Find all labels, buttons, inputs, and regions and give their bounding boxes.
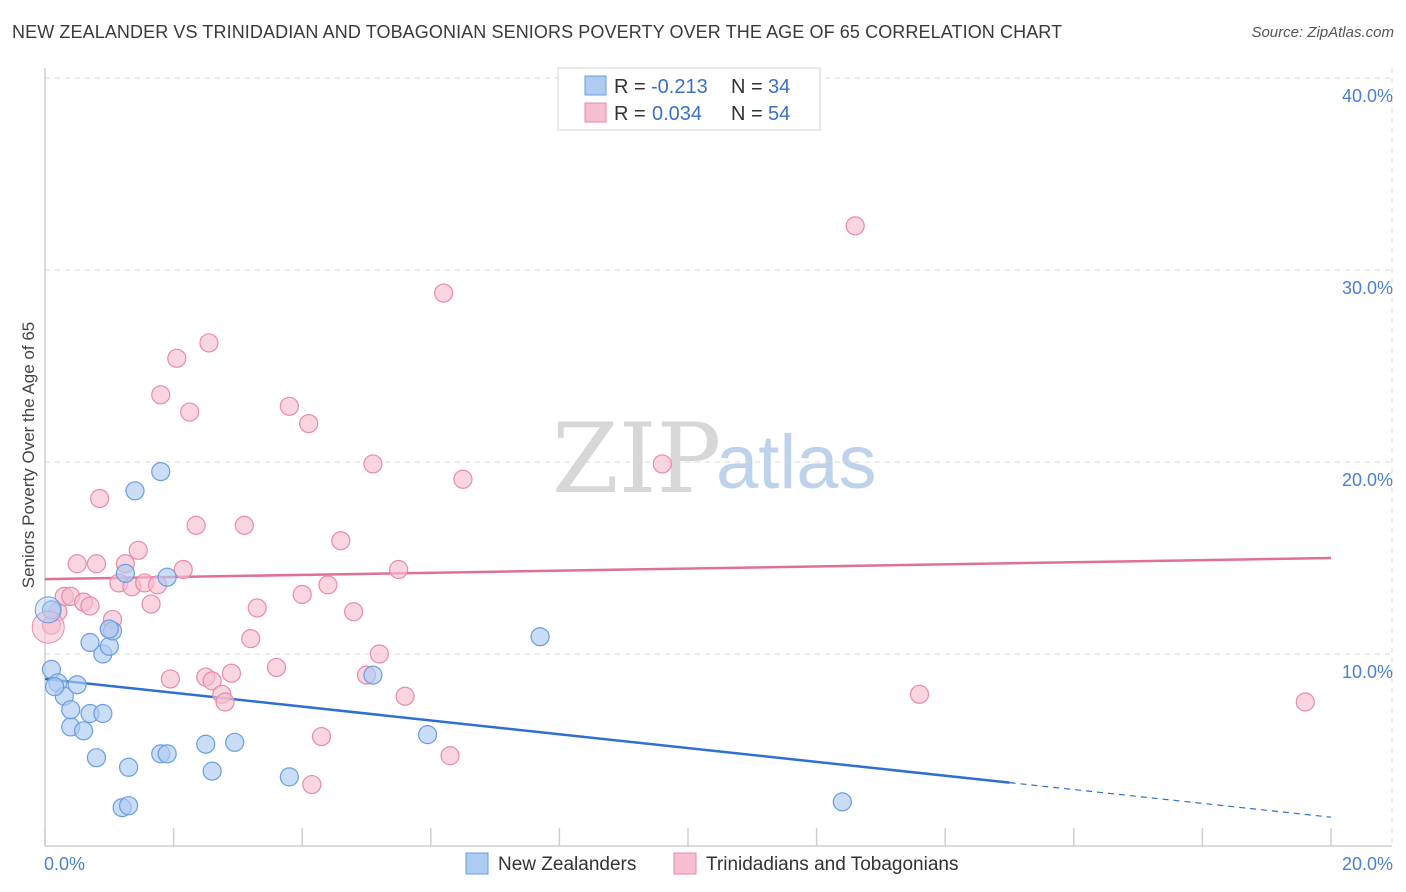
point-new-zealanders	[99, 619, 119, 639]
series-legend-swatch-blue	[465, 852, 489, 875]
point-trinidadians	[389, 559, 409, 580]
point-trinidadians	[128, 540, 148, 560]
point-trinidadians	[160, 669, 180, 689]
point-trinidadians	[311, 726, 332, 747]
point-trinidadians	[652, 454, 672, 474]
point-trinidadians	[173, 559, 193, 580]
point-new-zealanders	[118, 757, 139, 777]
legend-n-label-pink: N =	[731, 103, 763, 125]
legend-n-label-blue: N =	[731, 76, 763, 98]
point-trinidadians	[331, 531, 351, 551]
point-trinidadians	[141, 594, 161, 614]
point-new-zealanders	[61, 700, 81, 720]
point-trinidadians	[151, 385, 171, 405]
point-trinidadians	[279, 396, 299, 416]
point-new-zealanders	[279, 767, 299, 787]
watermark-zip: ZIP	[552, 403, 721, 515]
point-trinidadians	[266, 657, 287, 678]
point-trinidadians	[186, 515, 206, 535]
point-new-zealanders-cluster	[34, 596, 62, 624]
y-tick-label: 20.0%	[1342, 470, 1393, 490]
point-trinidadians	[90, 488, 110, 509]
point-trinidadians	[909, 684, 930, 704]
point-trinidadians	[369, 644, 389, 664]
point-new-zealanders	[157, 567, 177, 587]
point-trinidadians	[453, 469, 473, 489]
correlation-legend: R = -0.213 N = 34 R = 0.034 N = 54	[557, 67, 821, 131]
y-axis-label: Seniors Poverty Over the Age of 65	[19, 322, 38, 588]
trend-line-trinidadians	[44, 556, 1332, 581]
axes	[44, 68, 1392, 847]
point-new-zealanders	[80, 632, 100, 653]
tick-labels: 10.0% 20.0% 30.0% 40.0% 0.0% 20.0%	[44, 86, 1393, 874]
point-trinidadians	[1295, 692, 1315, 712]
point-trinidadians	[202, 671, 222, 691]
point-trinidadians	[344, 602, 364, 622]
point-trinidadians	[67, 554, 87, 574]
legend-swatch-blue	[584, 75, 607, 96]
point-trinidadians	[234, 515, 254, 535]
point-new-zealanders	[202, 761, 222, 781]
point-trinidadians	[241, 629, 261, 649]
point-new-zealanders	[115, 563, 135, 583]
series-legend-swatch-pink	[673, 852, 697, 875]
point-trinidadians	[440, 746, 460, 766]
x-tick-label: 0.0%	[44, 854, 85, 874]
point-trinidadians	[318, 575, 338, 595]
point-trinidadians	[292, 584, 312, 605]
series-legend: New Zealanders Trinidadians and Tobagoni…	[465, 852, 958, 875]
trend-line-new-zealanders-extension	[1009, 782, 1332, 818]
legend-r-value-blue: -0.213	[651, 76, 708, 98]
point-trinidadians	[247, 598, 267, 618]
point-new-zealanders	[73, 721, 94, 741]
series-legend-label-blue: New Zealanders	[498, 854, 636, 875]
y-tick-label: 10.0%	[1342, 662, 1393, 682]
series-legend-label-pink: Trinidadians and Tobagonians	[706, 854, 958, 875]
chart-title: NEW ZEALANDER VS TRINIDADIAN AND TOBAGON…	[12, 22, 1063, 42]
point-trinidadians	[221, 663, 242, 683]
point-trinidadians	[199, 333, 219, 353]
point-trinidadians	[434, 283, 454, 303]
point-trinidadians	[302, 774, 322, 795]
x-tick-label: 20.0%	[1342, 854, 1393, 874]
legend-n-value-pink: 54	[768, 103, 790, 125]
point-new-zealanders	[196, 734, 216, 754]
legend-swatch-pink	[584, 102, 607, 123]
point-trinidadians	[180, 402, 200, 422]
legend-r-value-pink: 0.034	[652, 103, 702, 125]
point-trinidadians	[86, 554, 107, 574]
point-trinidadians	[215, 692, 235, 712]
point-trinidadians	[80, 596, 100, 616]
point-trinidadians	[167, 348, 187, 368]
point-new-zealanders	[832, 792, 852, 812]
point-trinidadians	[363, 454, 383, 474]
point-new-zealanders	[118, 796, 139, 816]
y-tick-label: 30.0%	[1342, 278, 1393, 298]
point-new-zealanders	[67, 675, 87, 695]
watermark: ZIP atlas	[552, 403, 877, 515]
point-trinidadians	[299, 414, 319, 434]
y-tick-label: 40.0%	[1342, 86, 1393, 106]
legend-n-value-blue: 34	[768, 76, 790, 98]
source-credit: Source: ZipAtlas.com	[1251, 24, 1394, 41]
point-trinidadians	[845, 216, 865, 236]
point-new-zealanders	[417, 725, 438, 745]
point-new-zealanders	[157, 744, 177, 764]
point-new-zealanders	[225, 732, 245, 752]
data-points	[31, 216, 1315, 818]
point-new-zealanders	[151, 462, 171, 482]
legend-r-label-blue: R =	[614, 76, 646, 98]
point-new-zealanders	[45, 677, 65, 697]
trend-lines	[44, 556, 1332, 818]
point-new-zealanders	[93, 703, 113, 724]
point-new-zealanders	[530, 627, 550, 647]
point-new-zealanders	[363, 665, 383, 685]
trend-line-new-zealanders	[44, 677, 1010, 784]
legend-r-label-pink: R =	[614, 103, 646, 125]
point-new-zealanders	[125, 481, 145, 501]
point-new-zealanders	[86, 748, 107, 768]
point-trinidadians-cluster	[31, 610, 65, 644]
point-trinidadians	[395, 686, 415, 706]
